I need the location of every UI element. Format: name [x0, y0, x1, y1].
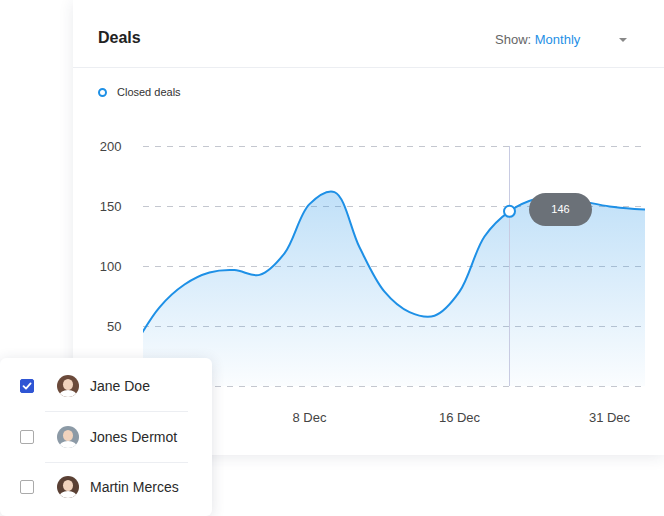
- svg-text:8 Dec: 8 Dec: [293, 410, 327, 425]
- html-text:Deals: Deals: [98, 29, 141, 46]
- html-text:Jones Dermot: Jones Dermot: [90, 428, 178, 445]
- svg-text:50: 50: [107, 319, 121, 334]
- svg-text:31 Dec: 31 Dec: [589, 410, 631, 425]
- html-text:Martin Merces: Martin Merces: [90, 479, 179, 495]
- svg-text:200: 200: [100, 139, 122, 154]
- html-text:Show: Monthly: Show: Monthly: [495, 32, 581, 47]
- html-text:Closed deals: Closed deals: [117, 86, 181, 98]
- html-text:Jane Doe: Jane Doe: [90, 378, 150, 394]
- svg-text:100: 100: [100, 259, 122, 274]
- svg-text:150: 150: [100, 199, 122, 214]
- svg-text:16 Dec: 16 Dec: [439, 410, 481, 425]
- html-text:146: 146: [551, 203, 570, 216]
